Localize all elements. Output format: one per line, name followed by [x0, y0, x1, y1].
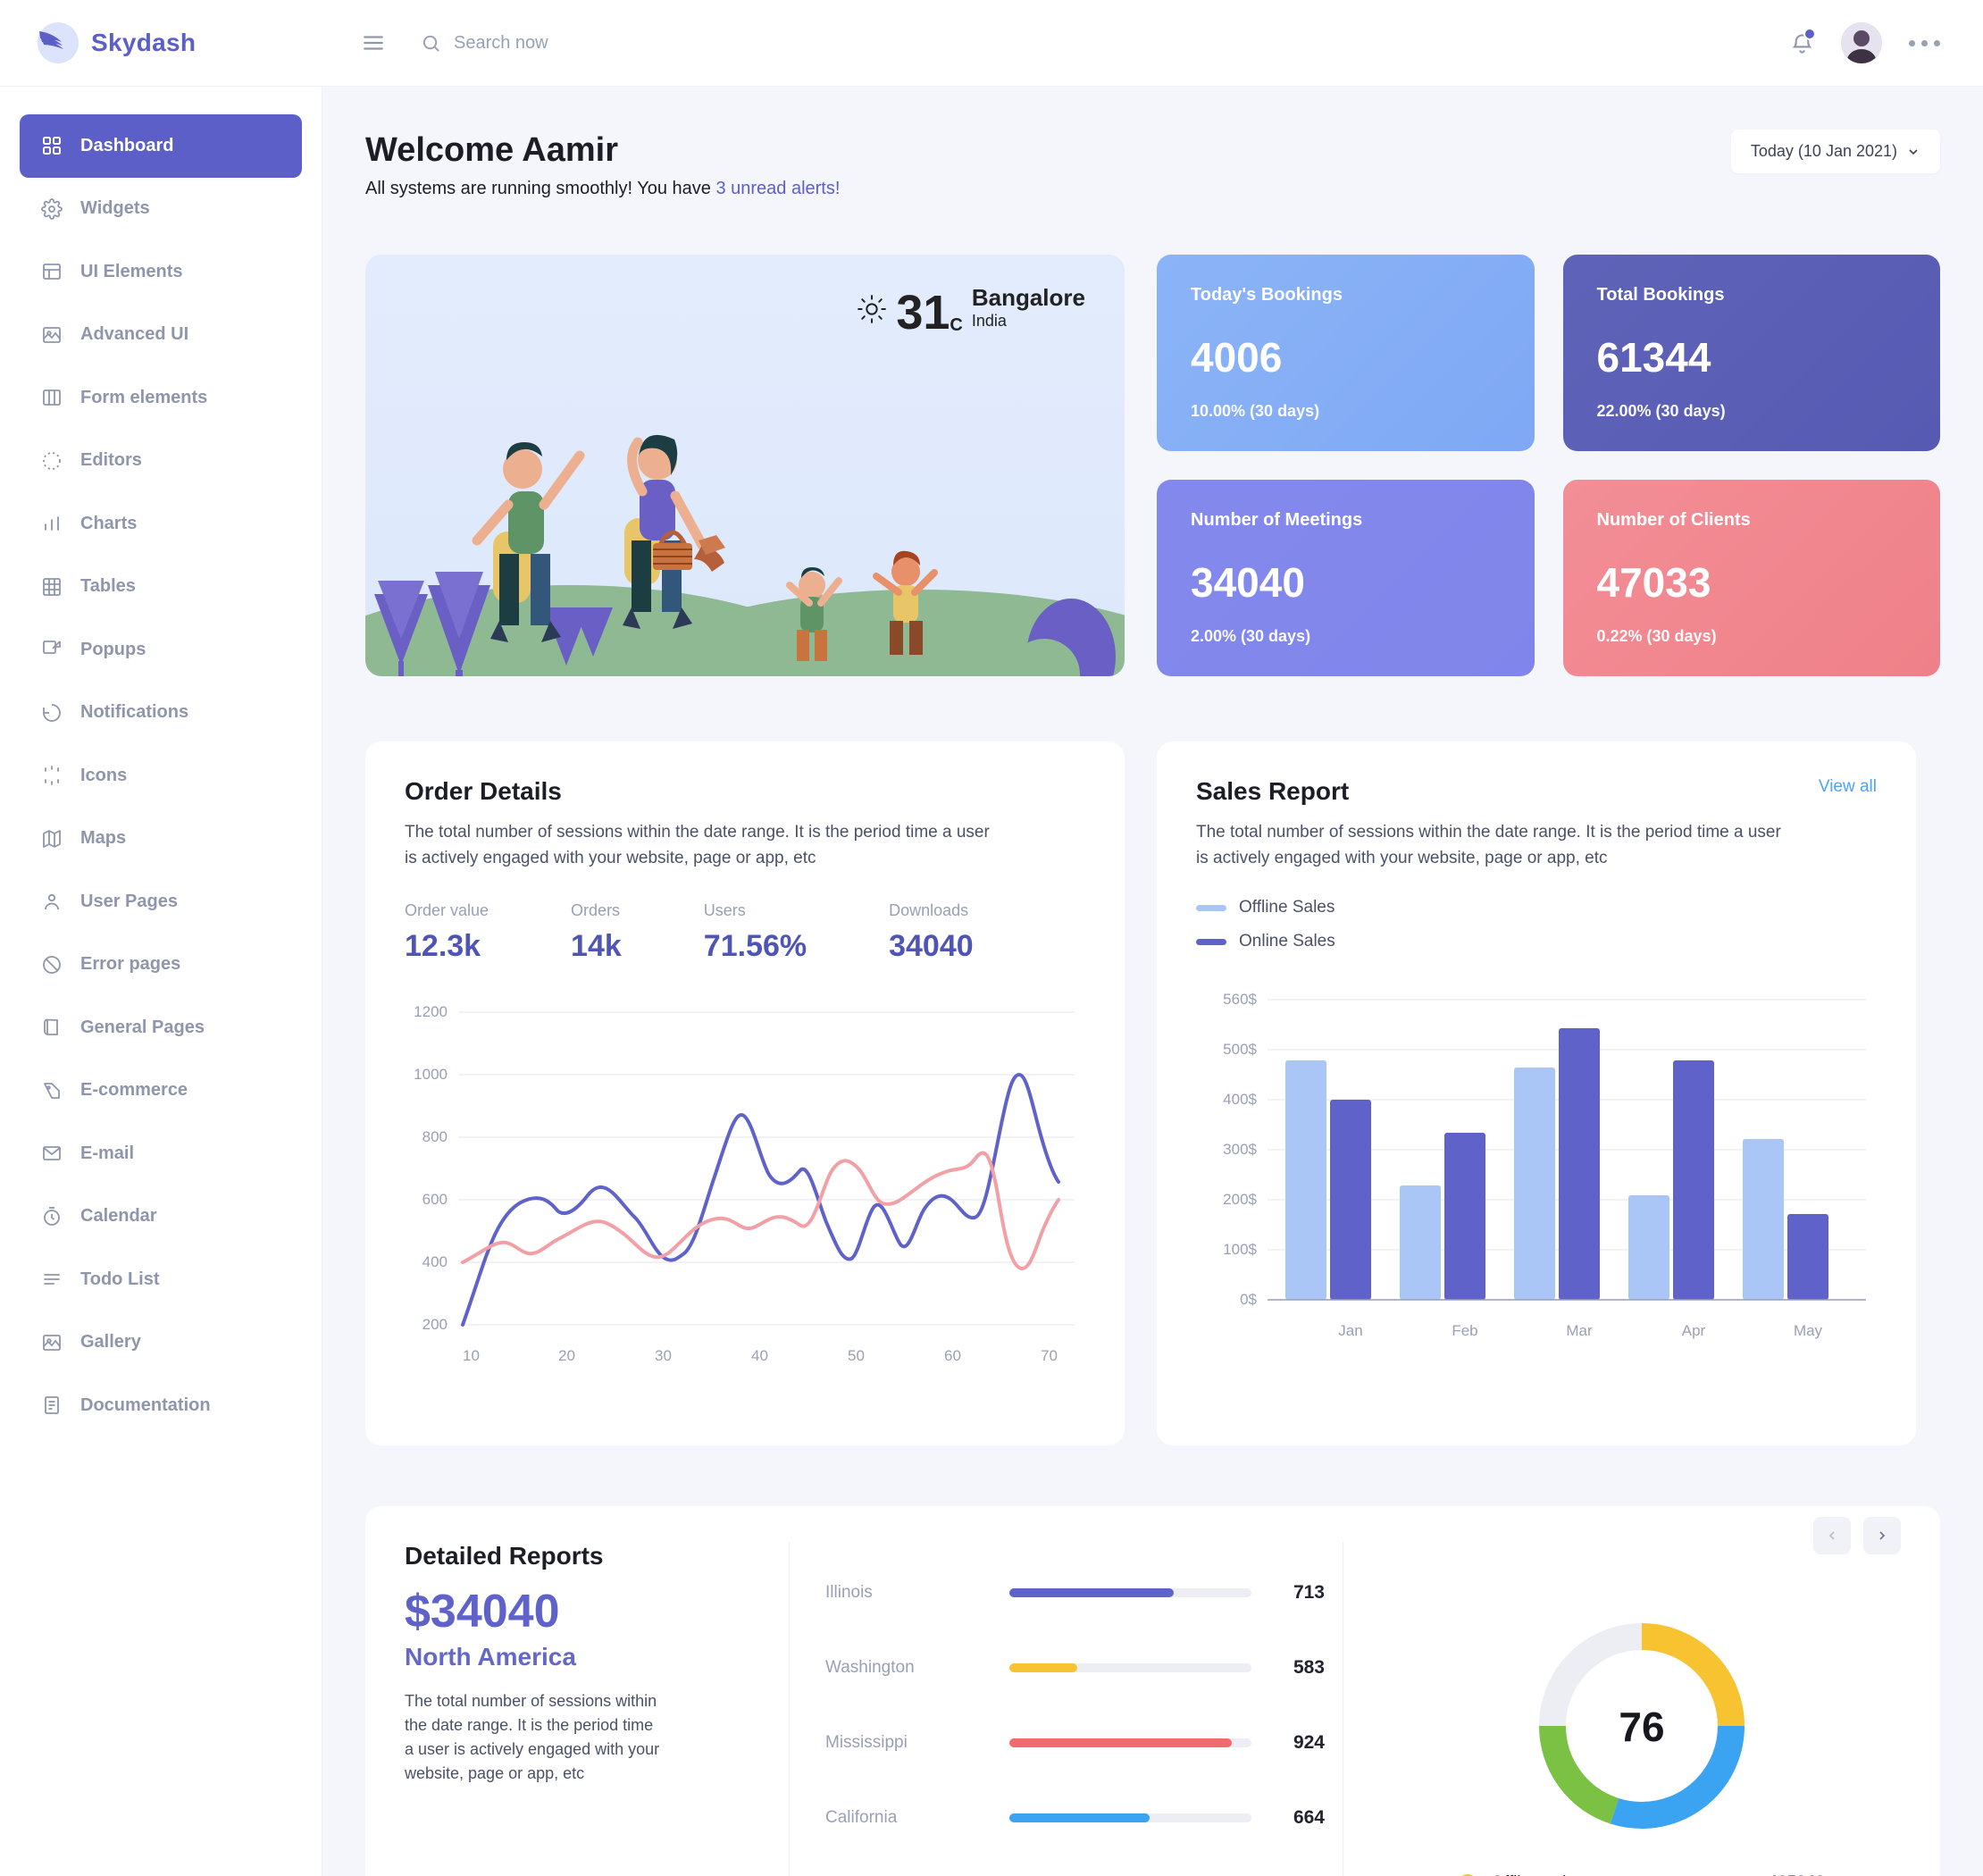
svg-text:560$: 560$ [1223, 991, 1257, 1008]
svg-text:Feb: Feb [1452, 1322, 1477, 1339]
svg-text:40: 40 [751, 1347, 768, 1364]
svg-text:60: 60 [944, 1347, 961, 1364]
svg-text:500$: 500$ [1223, 1041, 1257, 1058]
svg-text:200: 200 [423, 1316, 448, 1333]
svg-text:200$: 200$ [1223, 1191, 1257, 1208]
svg-text:800: 800 [423, 1128, 448, 1145]
svg-text:400$: 400$ [1223, 1091, 1257, 1108]
svg-text:76: 76 [1619, 1704, 1664, 1750]
svg-text:30: 30 [655, 1347, 672, 1364]
svg-text:0$: 0$ [1240, 1291, 1257, 1308]
svg-text:Apr: Apr [1682, 1322, 1706, 1339]
svg-text:Mar: Mar [1566, 1322, 1593, 1339]
svg-text:May: May [1794, 1322, 1823, 1339]
svg-text:20: 20 [558, 1347, 575, 1364]
svg-text:600: 600 [423, 1191, 448, 1208]
svg-text:1200: 1200 [414, 1003, 448, 1020]
svg-text:100$: 100$ [1223, 1241, 1257, 1258]
svg-text:Jan: Jan [1338, 1322, 1362, 1339]
svg-text:10: 10 [463, 1347, 480, 1364]
svg-text:400: 400 [423, 1253, 448, 1270]
svg-text:70: 70 [1041, 1347, 1058, 1364]
svg-text:1000: 1000 [414, 1066, 448, 1083]
svg-text:300$: 300$ [1223, 1141, 1257, 1158]
svg-text:50: 50 [848, 1347, 865, 1364]
